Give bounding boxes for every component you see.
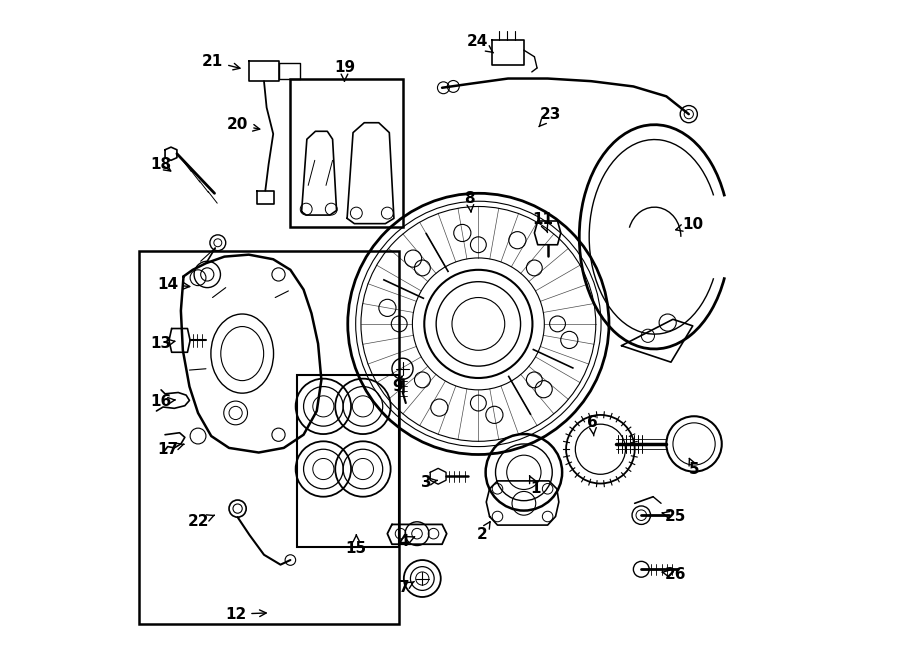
Text: 6: 6 [587,415,598,436]
Text: 22: 22 [187,514,214,529]
Text: 19: 19 [334,60,355,81]
Text: 7: 7 [399,580,414,596]
Text: 2: 2 [476,522,491,543]
Text: 12: 12 [225,607,266,621]
Text: 11: 11 [532,212,553,233]
Text: 4: 4 [399,534,415,549]
Text: 13: 13 [150,336,175,351]
Text: 5: 5 [688,458,699,477]
Text: 21: 21 [202,54,240,70]
Text: 10: 10 [676,217,703,233]
Text: 16: 16 [150,394,175,409]
Text: 1: 1 [529,476,541,496]
Text: 14: 14 [158,277,190,292]
Text: 9: 9 [392,376,402,394]
Text: 25: 25 [662,509,687,524]
Text: 15: 15 [346,535,367,556]
Text: 8: 8 [464,191,475,212]
Text: 17: 17 [158,442,184,457]
Text: 20: 20 [227,117,260,132]
Text: 18: 18 [150,157,172,172]
Text: 3: 3 [421,475,437,490]
Text: 24: 24 [467,34,493,53]
Bar [139,251,400,624]
Text: 26: 26 [662,567,687,582]
Text: 23: 23 [539,106,561,127]
Bar [291,79,402,227]
Bar [297,375,400,547]
